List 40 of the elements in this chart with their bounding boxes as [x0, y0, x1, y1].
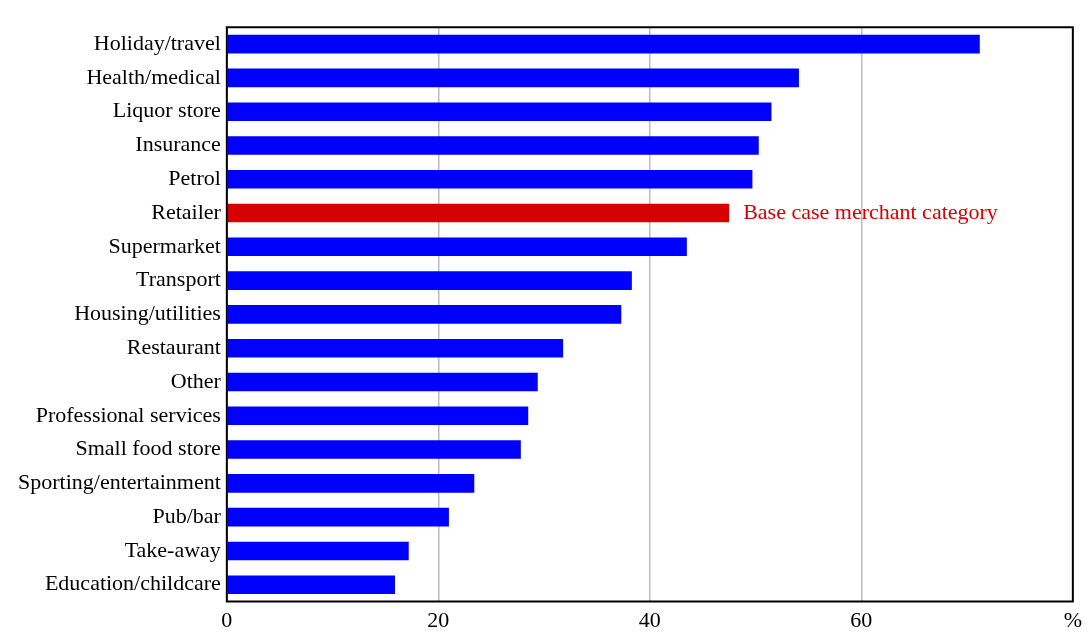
bar: [227, 271, 632, 290]
x-tick-label: %: [1063, 606, 1082, 632]
x-tick-label: 40: [638, 606, 661, 632]
y-tick-label: Transport: [136, 266, 221, 292]
bar: [227, 136, 759, 155]
y-tick-label: Holiday/travel: [93, 29, 221, 55]
y-tick-label: Education/childcare: [44, 570, 221, 596]
y-tick-label: Sporting/entertainment: [17, 469, 221, 495]
annotation: Base case merchant category: [743, 198, 998, 224]
y-tick-label: Restaurant: [126, 333, 221, 359]
y-tick-label: Pub/bar: [152, 502, 222, 528]
bar: [227, 507, 449, 527]
y-tick-label: Housing/utilities: [74, 300, 221, 326]
bar: [227, 237, 687, 257]
y-tick-label: Supermarket: [108, 232, 221, 258]
bar: [227, 338, 564, 358]
x-tick-label: 0: [221, 606, 233, 632]
y-tick-label: Petrol: [168, 165, 221, 191]
y-tick-label: Health/medical: [86, 63, 221, 89]
bar: [227, 203, 730, 223]
y-tick-label: Other: [170, 367, 222, 393]
bar: [227, 406, 529, 426]
bar: [227, 474, 475, 493]
y-tick-label: Liquor store: [112, 97, 221, 123]
bar: [227, 34, 980, 54]
y-tick-label: Professional services: [35, 401, 221, 427]
bar: [227, 440, 521, 459]
bar: [227, 68, 799, 88]
y-tick-label: Insurance: [135, 131, 221, 157]
bar: [227, 169, 753, 189]
bar: [227, 372, 538, 392]
bar: [227, 575, 395, 594]
x-tick-label: 60: [850, 606, 873, 632]
y-tick-label: Retailer: [151, 198, 222, 224]
y-tick-label: Take-away: [124, 536, 221, 562]
bar: [227, 102, 772, 121]
y-tick-label: Small food store: [75, 435, 221, 461]
bar: [227, 305, 622, 324]
bar: [227, 541, 409, 561]
x-tick-label: 20: [427, 606, 450, 632]
